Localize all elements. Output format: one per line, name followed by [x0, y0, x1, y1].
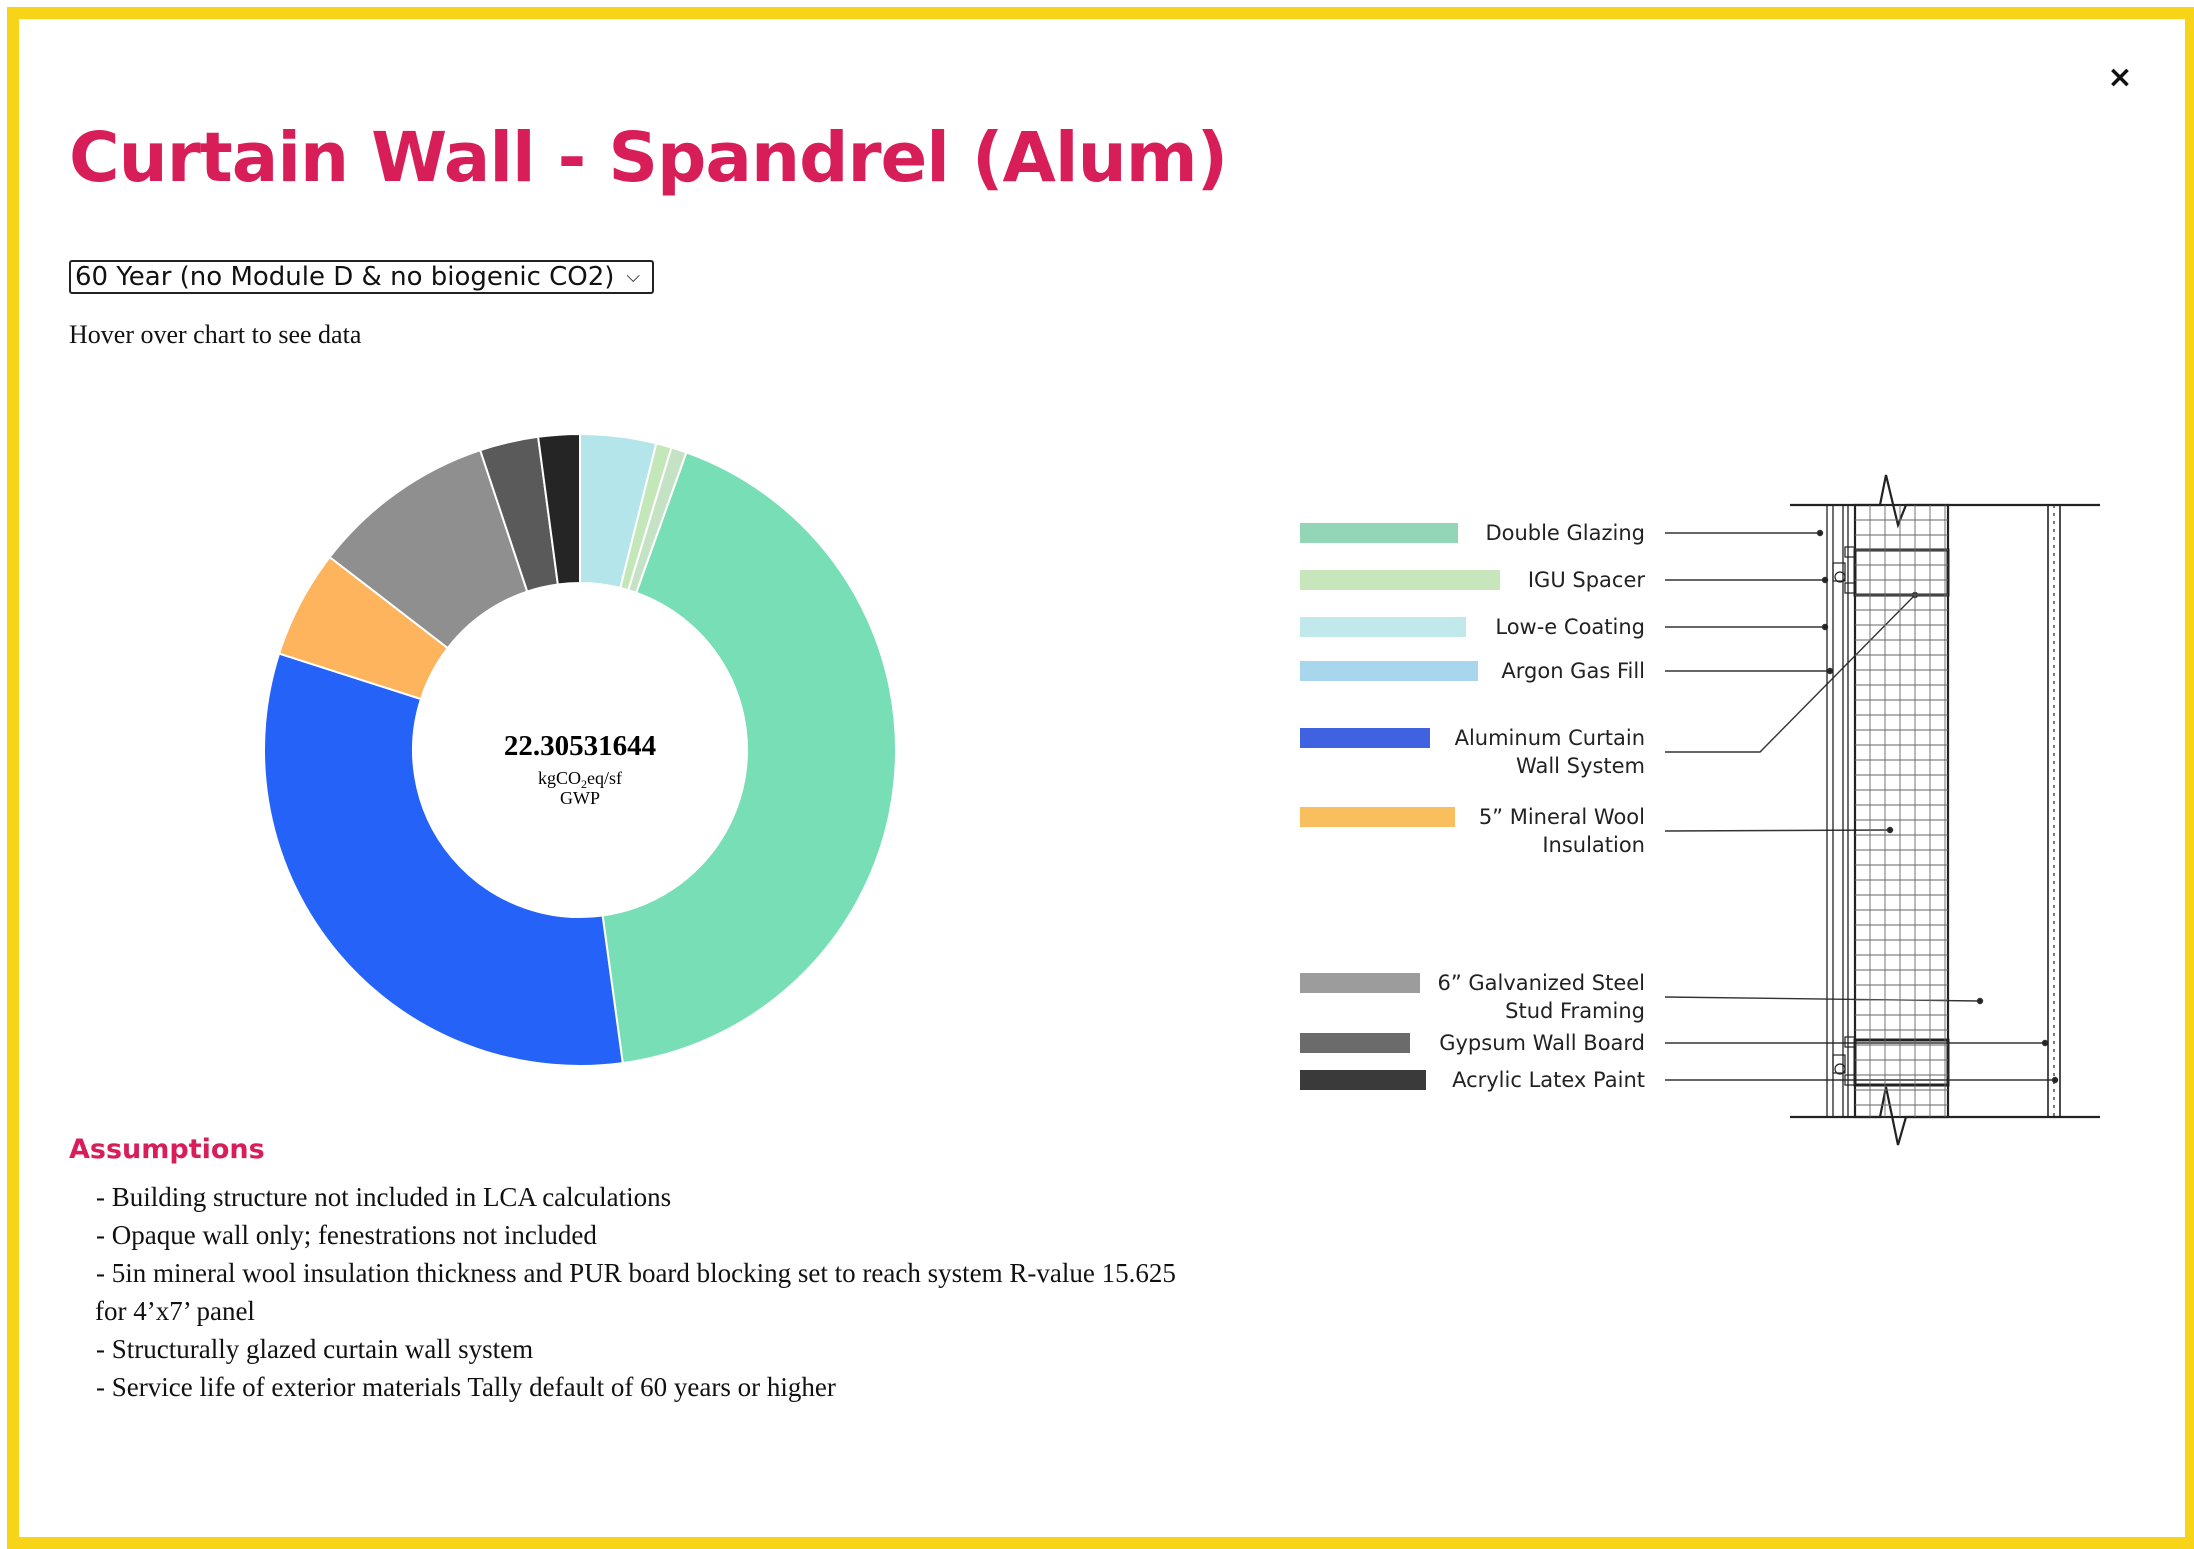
assumptions-list: - Building structure not included in LCA… [95, 1178, 1206, 1406]
legend-swatch [1300, 728, 1430, 748]
donut-slice-8[interactable] [536, 432, 581, 586]
legend-label: Insulation [1542, 833, 1645, 857]
legend-swatch [1300, 617, 1466, 637]
assumption-item: - Building structure not included in LCA… [96, 1182, 672, 1212]
leader-line [1664, 829, 1891, 832]
donut-slice-4[interactable] [263, 652, 624, 1067]
legend-label: 5” Mineral Wool [1479, 805, 1645, 829]
assumption-item: - Service life of exterior materials Tal… [96, 1372, 836, 1402]
legend-item: Aluminum Curtain Wall System [1300, 726, 1645, 778]
assumption-item: - Opaque wall only; fenestrations not in… [96, 1220, 597, 1250]
legend-item: Acrylic Latex Paint [1300, 1068, 1645, 1092]
legend-label: IGU Spacer [1528, 568, 1646, 592]
scenario-select-value: 60 Year (no Module D & no biogenic CO2) [75, 262, 615, 292]
assumption-item: - Structurally glazed curtain wall syste… [96, 1334, 534, 1364]
legend-item: 6” Galvanized Steel Stud Framing [1300, 971, 1645, 1023]
donut-chart[interactable]: 22.30531644 kgCO2eq/sf GWP [250, 420, 910, 1080]
legend-label: Acrylic Latex Paint [1452, 1068, 1645, 1092]
leader-arrowhead [2051, 1076, 2059, 1084]
legend-item: Double Glazing [1300, 521, 1645, 545]
scenario-select[interactable]: 60 Year (no Module D & no biogenic CO2) … [69, 260, 654, 294]
hover-hint: Hover over chart to see data [69, 320, 362, 349]
legend-swatch [1300, 570, 1500, 590]
chevron-down-icon: ⌵ [626, 266, 640, 287]
legend-label: 6” Galvanized Steel [1437, 971, 1645, 995]
legend-label: Double Glazing [1485, 521, 1645, 545]
assumptions-heading: Assumptions [69, 1134, 265, 1165]
legend-swatch [1300, 807, 1455, 827]
legend-item: Low-e Coating [1300, 615, 1645, 639]
leader-arrowhead [2041, 1039, 2049, 1047]
legend-label: Wall System [1516, 754, 1645, 778]
legend-label: Low-e Coating [1495, 615, 1645, 639]
center-unit: kgCO2eq/sf [538, 768, 622, 791]
legend-item: IGU Spacer [1300, 568, 1645, 592]
legend-swatch [1300, 661, 1478, 681]
legend-label: Gypsum Wall Board [1439, 1031, 1645, 1055]
leader-arrowhead [1826, 667, 1834, 675]
leader-arrowhead [1886, 826, 1894, 834]
legend-swatch [1300, 1033, 1410, 1053]
donut-slice-3[interactable] [601, 451, 897, 1065]
legend-label: Argon Gas Fill [1501, 659, 1645, 683]
center-value: 22.30531644 [504, 730, 656, 762]
page-title: Curtain Wall - Spandrel (Alum) [69, 118, 1228, 198]
leader-arrowhead [1816, 529, 1824, 537]
section-drawing [1790, 474, 2100, 1146]
legend-swatch [1300, 973, 1420, 993]
close-icon[interactable]: × [2107, 60, 2133, 95]
legend-swatch [1300, 523, 1458, 543]
center-caption: GWP [560, 788, 600, 808]
legend-label: Stud Framing [1505, 999, 1645, 1023]
leader-arrowhead [1976, 997, 1984, 1005]
legend-item: 5” Mineral Wool Insulation [1300, 805, 1645, 857]
leader-line [1665, 594, 1916, 753]
legend-item: Gypsum Wall Board [1300, 1031, 1645, 1055]
legend-label: Aluminum Curtain [1455, 726, 1645, 750]
legend-swatch [1300, 1070, 1426, 1090]
wall-section-diagram: Double Glazing IGU Spacer Low-e Coating Arg… [1300, 474, 2100, 1146]
assumption-item: - 5in mineral wool insulation thickness … [96, 1258, 1176, 1288]
legend-item: Argon Gas Fill [1300, 659, 1645, 683]
assumption-item-continuation: for 4’x7’ panel [95, 1296, 255, 1326]
